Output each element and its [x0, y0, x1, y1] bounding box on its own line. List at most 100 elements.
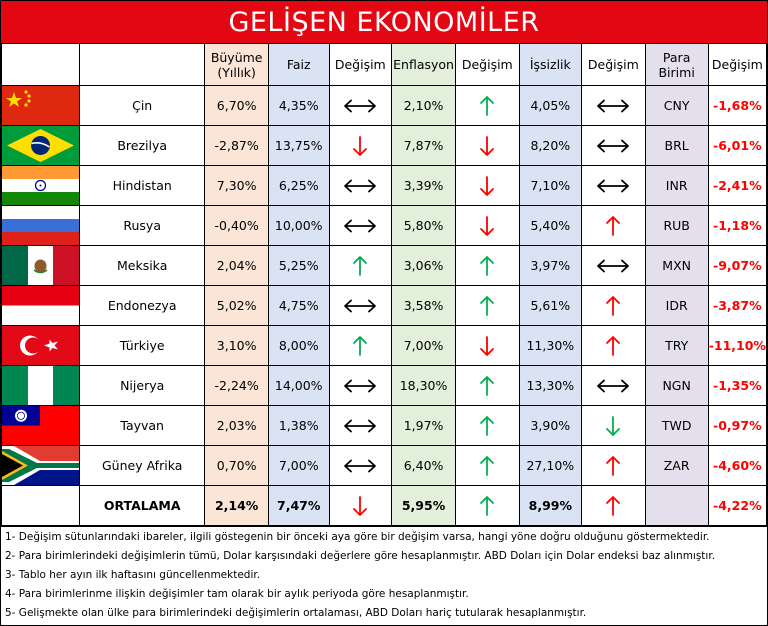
rate-change-cell	[328, 85, 393, 126]
growth-value: 7,30%	[204, 165, 269, 206]
currency-code: CNY	[644, 85, 709, 126]
rate-value: 10,00%	[267, 205, 330, 246]
fx-change-value: -9,07%	[707, 245, 768, 286]
indonesia-flag	[2, 286, 79, 325]
unemployment-change-cell	[581, 285, 646, 326]
rate-value: 13,75%	[267, 125, 330, 166]
up-arrow-icon	[606, 295, 621, 316]
header-unemployment: İşsizlik	[518, 43, 583, 86]
average-currency-cell	[644, 485, 709, 526]
inflation-change-cell	[455, 165, 520, 206]
country-name: Türkiye	[78, 325, 206, 366]
header-row: Büyüme (Yıllık) Faiz Değişim Enflasyon D…	[1, 43, 768, 86]
down-arrow-icon	[480, 135, 495, 156]
rate-value: 6,25%	[267, 165, 330, 206]
flag-cell	[1, 365, 80, 406]
growth-value: 3,10%	[204, 325, 269, 366]
inflation-change-cell	[455, 405, 520, 446]
fx-change-value: -1,18%	[707, 205, 768, 246]
inflation-change-cell	[455, 445, 520, 486]
down-arrow-icon	[353, 495, 368, 516]
left-right-arrow-icon	[597, 259, 630, 272]
header-country	[78, 43, 206, 86]
brazil-flag	[2, 126, 79, 165]
rate-change-cell	[328, 165, 393, 206]
fx-change-value: -11,10%	[707, 325, 768, 366]
rate-change-cell	[328, 125, 393, 166]
footnote-5: 5- Gelişmekte olan ülke para birimlerind…	[5, 607, 587, 619]
header-currency: Para Birimi	[644, 43, 709, 86]
table-row: Brezilya -2,87% 13,75% 7,87% 8,20% BRL -6,01%	[1, 125, 768, 166]
table-row: Hindistan 7,30% 6,25% 3,39% 7,10% INR -2,41%	[1, 165, 768, 206]
header-rate: Faiz	[267, 43, 330, 86]
rate-value: 4,35%	[267, 85, 330, 126]
flag-cell	[1, 165, 80, 206]
currency-code: TRY	[644, 325, 709, 366]
currency-code: INR	[644, 165, 709, 206]
footnote-4: 4- Para birimlerinme ilişkin değişimler …	[5, 588, 469, 600]
fx-change-value: -4,60%	[707, 445, 768, 486]
rate-value: 14,00%	[267, 365, 330, 406]
inflation-value: 3,39%	[391, 165, 457, 206]
currency-code: IDR	[644, 285, 709, 326]
country-name: Endonezya	[78, 285, 206, 326]
header-flag	[1, 43, 80, 86]
left-right-arrow-icon	[344, 299, 377, 312]
up-arrow-icon	[480, 495, 495, 516]
average-rate-change-cell	[328, 485, 393, 526]
unemployment-value: 3,97%	[518, 245, 583, 286]
header-fx-change: Değişim	[707, 43, 768, 86]
average-fx-change: -4,22%	[707, 485, 768, 526]
down-arrow-icon	[480, 215, 495, 236]
rate-change-cell	[328, 405, 393, 446]
india-flag	[2, 166, 79, 205]
unemployment-value: 13,30%	[518, 365, 583, 406]
average-row: ORTALAMA 2,14% 7,47% 5,95% 8,99% -4,22%	[1, 485, 768, 526]
growth-value: -2,87%	[204, 125, 269, 166]
inflation-change-cell	[455, 85, 520, 126]
fx-change-value: -0,97%	[707, 405, 768, 446]
country-name: Brezilya	[78, 125, 206, 166]
fx-change-value: -6,01%	[707, 125, 768, 166]
unemployment-value: 8,20%	[518, 125, 583, 166]
rate-change-cell	[328, 325, 393, 366]
down-arrow-icon	[480, 335, 495, 356]
rate-value: 8,00%	[267, 325, 330, 366]
country-name: Güney Afrika	[78, 445, 206, 486]
growth-value: 2,04%	[204, 245, 269, 286]
unemployment-value: 3,90%	[518, 405, 583, 446]
inflation-value: 5,80%	[391, 205, 457, 246]
russia-flag	[2, 206, 79, 245]
growth-value: 5,02%	[204, 285, 269, 326]
left-right-arrow-icon	[344, 459, 377, 472]
rate-change-cell	[328, 245, 393, 286]
table-row: Endonezya 5,02% 4,75% 3,58% 5,61% IDR -3,87%	[1, 285, 768, 326]
down-arrow-icon	[606, 415, 621, 436]
average-inflation-change-cell	[455, 485, 520, 526]
flag-cell	[1, 285, 80, 326]
up-arrow-icon	[353, 335, 368, 356]
south-africa-flag	[2, 446, 79, 485]
unemployment-change-cell	[581, 165, 646, 206]
up-arrow-icon	[480, 255, 495, 276]
up-arrow-icon	[606, 335, 621, 356]
growth-value: -0,40%	[204, 205, 269, 246]
inflation-change-cell	[455, 125, 520, 166]
inflation-value: 7,87%	[391, 125, 457, 166]
unemployment-change-cell	[581, 85, 646, 126]
average-label: ORTALAMA	[78, 485, 206, 526]
average-unemployment-change-cell	[581, 485, 646, 526]
currency-code: NGN	[644, 365, 709, 406]
inflation-value: 7,00%	[391, 325, 457, 366]
up-arrow-icon	[480, 375, 495, 396]
rate-change-cell	[328, 205, 393, 246]
inflation-value: 18,30%	[391, 365, 457, 406]
emerging-economies-table: Büyüme (Yıllık) Faiz Değişim Enflasyon D…	[1, 43, 768, 526]
up-arrow-icon	[353, 255, 368, 276]
rate-value: 4,75%	[267, 285, 330, 326]
table-row: Türkiye 3,10% 8,00% 7,00% 11,30% TRY -11,10%	[1, 325, 768, 366]
currency-code: MXN	[644, 245, 709, 286]
table-row: Güney Afrika 0,70% 7,00% 6,40% 27,10% ZAR -4,6…	[1, 445, 768, 486]
unemployment-value: 27,10%	[518, 445, 583, 486]
taiwan-flag	[2, 406, 79, 445]
